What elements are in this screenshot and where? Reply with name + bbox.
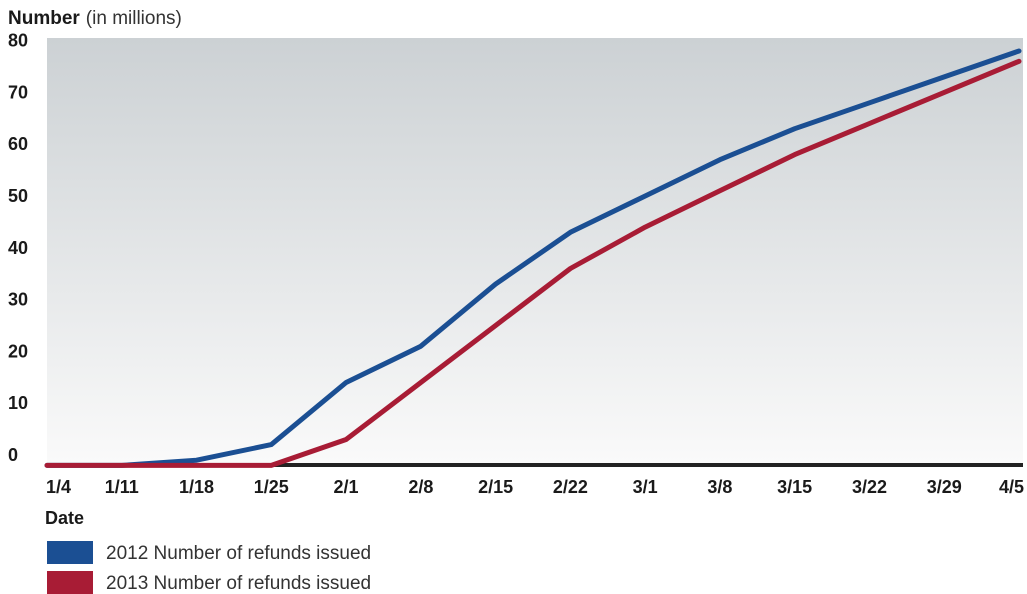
x-tick-label: 1/25 — [254, 477, 289, 497]
x-tick-label: 3/1 — [633, 477, 658, 497]
legend-swatch-2 — [47, 571, 93, 594]
y-tick-label: 80 — [8, 31, 28, 51]
x-tick-label: 3/22 — [852, 477, 887, 497]
y-tick-label: 60 — [8, 134, 28, 154]
y-tick-label: 20 — [8, 341, 28, 361]
legend-swatch-1 — [47, 541, 93, 564]
series-line-1 — [44, 48, 1022, 468]
y-tick-label: 70 — [8, 82, 28, 102]
y-axis-title: Number (in millions) — [8, 8, 182, 29]
legend-label-2: 2013 Number of refunds issued — [106, 573, 371, 594]
y-axis-title-unit: (in millions) — [86, 8, 182, 29]
legend-label-1: 2012 Number of refunds issued — [106, 543, 371, 564]
y-axis-title-bold: Number — [8, 8, 80, 29]
y-tick-label: 30 — [8, 290, 28, 310]
x-tick-label: 2/8 — [408, 477, 433, 497]
legend: 2012 Number of refunds issued 2013 Number… — [47, 541, 371, 594]
x-axis-ticks: 1/4 1/11 1/18 1/25 2/1 2/8 2/15 2/22 3/1 3/8 3/15 3… — [46, 477, 1024, 497]
x-tick-label: 3/29 — [927, 477, 962, 497]
x-tick-label: 2/15 — [478, 477, 513, 497]
x-tick-label: 3/8 — [707, 477, 732, 497]
y-axis-ticks: 0 10 20 30 40 50 60 70 80 — [8, 31, 28, 465]
plot-area-background — [47, 38, 1023, 465]
x-axis-title: Date — [45, 508, 84, 528]
y-tick-label: 40 — [8, 238, 28, 258]
x-tick-label: 2/22 — [553, 477, 588, 497]
y-tick-label: 50 — [8, 186, 28, 206]
x-tick-label: 1/11 — [105, 477, 139, 497]
x-tick-label: 3/15 — [777, 477, 812, 497]
y-tick-label: 10 — [8, 393, 28, 413]
x-tick-label: 2/1 — [334, 477, 359, 497]
series-lines — [44, 48, 1022, 468]
y-tick-label: 0 — [8, 445, 18, 465]
x-tick-label: 1/4 — [46, 477, 71, 497]
x-tick-label: 1/18 — [179, 477, 214, 497]
series-line-2 — [44, 58, 1022, 468]
x-tick-label: 4/5 — [999, 477, 1024, 497]
